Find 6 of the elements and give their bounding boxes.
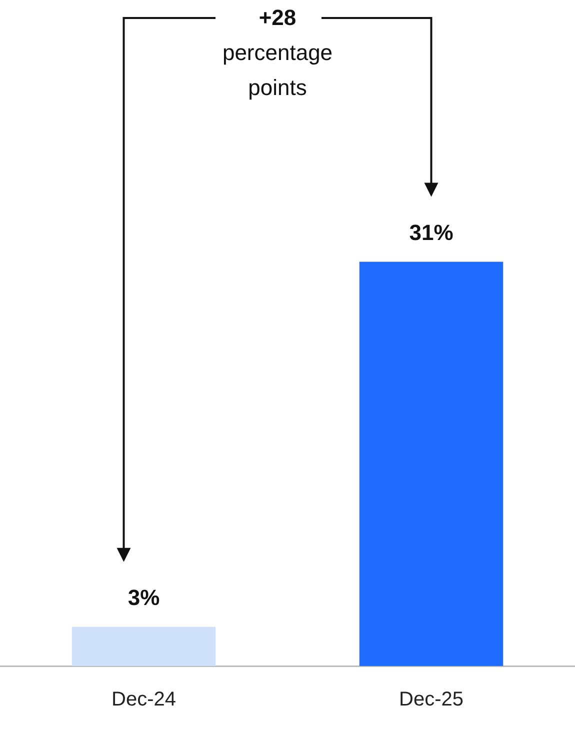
annotation: percentage points bbox=[221, 39, 334, 102]
data-label: 3% bbox=[128, 584, 160, 610]
annotation: +28 bbox=[258, 4, 298, 32]
x-tick-label: Dec-25 bbox=[399, 688, 464, 711]
data-label: 31% bbox=[409, 220, 454, 245]
x-tick-label: Dec-24 bbox=[112, 688, 176, 711]
